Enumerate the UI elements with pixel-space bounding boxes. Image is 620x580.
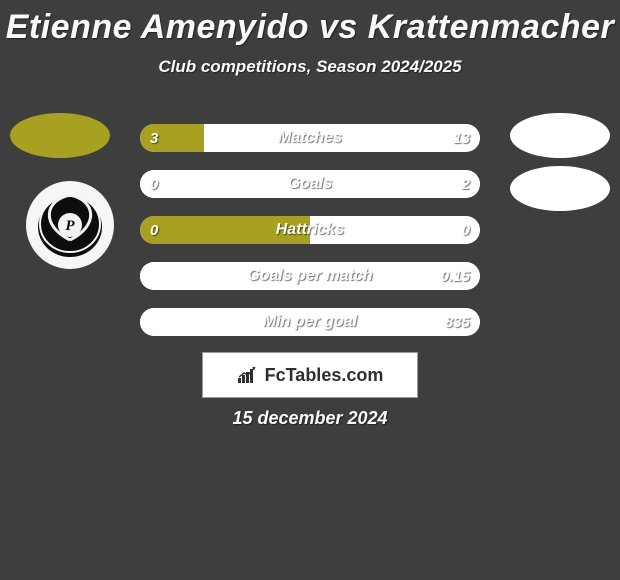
brand-badge[interactable]: FcTables.com: [202, 352, 418, 398]
stat-row: Hattricks00: [140, 216, 480, 244]
stat-bar-right: [140, 308, 480, 336]
stat-bar-right: [310, 216, 480, 244]
player-right-avatar-ghost: [510, 113, 610, 158]
bars-icon: [237, 366, 259, 384]
stat-bar-left: [140, 124, 204, 152]
player-right-avatar: [510, 166, 610, 211]
date: 15 december 2024: [0, 408, 620, 429]
svg-text:P: P: [65, 218, 75, 234]
stat-bars: Matches313 Goals02 Hattricks00 Goals per ma…: [140, 124, 480, 354]
stat-bar-left: [140, 216, 310, 244]
player-left-avatar: [10, 113, 110, 158]
stat-row: Matches313: [140, 124, 480, 152]
brand-text: FcTables.com: [265, 365, 384, 386]
stat-row: Goals02: [140, 170, 480, 198]
club-badge-left: P: [25, 180, 115, 270]
stat-bar-right: [140, 170, 480, 198]
stat-bar-right: [140, 262, 480, 290]
stat-row: Goals per match0.15: [140, 262, 480, 290]
subtitle: Club competitions, Season 2024/2025: [0, 57, 620, 77]
h2h-card: Etienne Amenyido vs Krattenmacher Club c…: [0, 0, 620, 580]
stat-row: Min per goal835: [140, 308, 480, 336]
page-title: Etienne Amenyido vs Krattenmacher: [0, 0, 620, 47]
stat-bar-right: [204, 124, 480, 152]
